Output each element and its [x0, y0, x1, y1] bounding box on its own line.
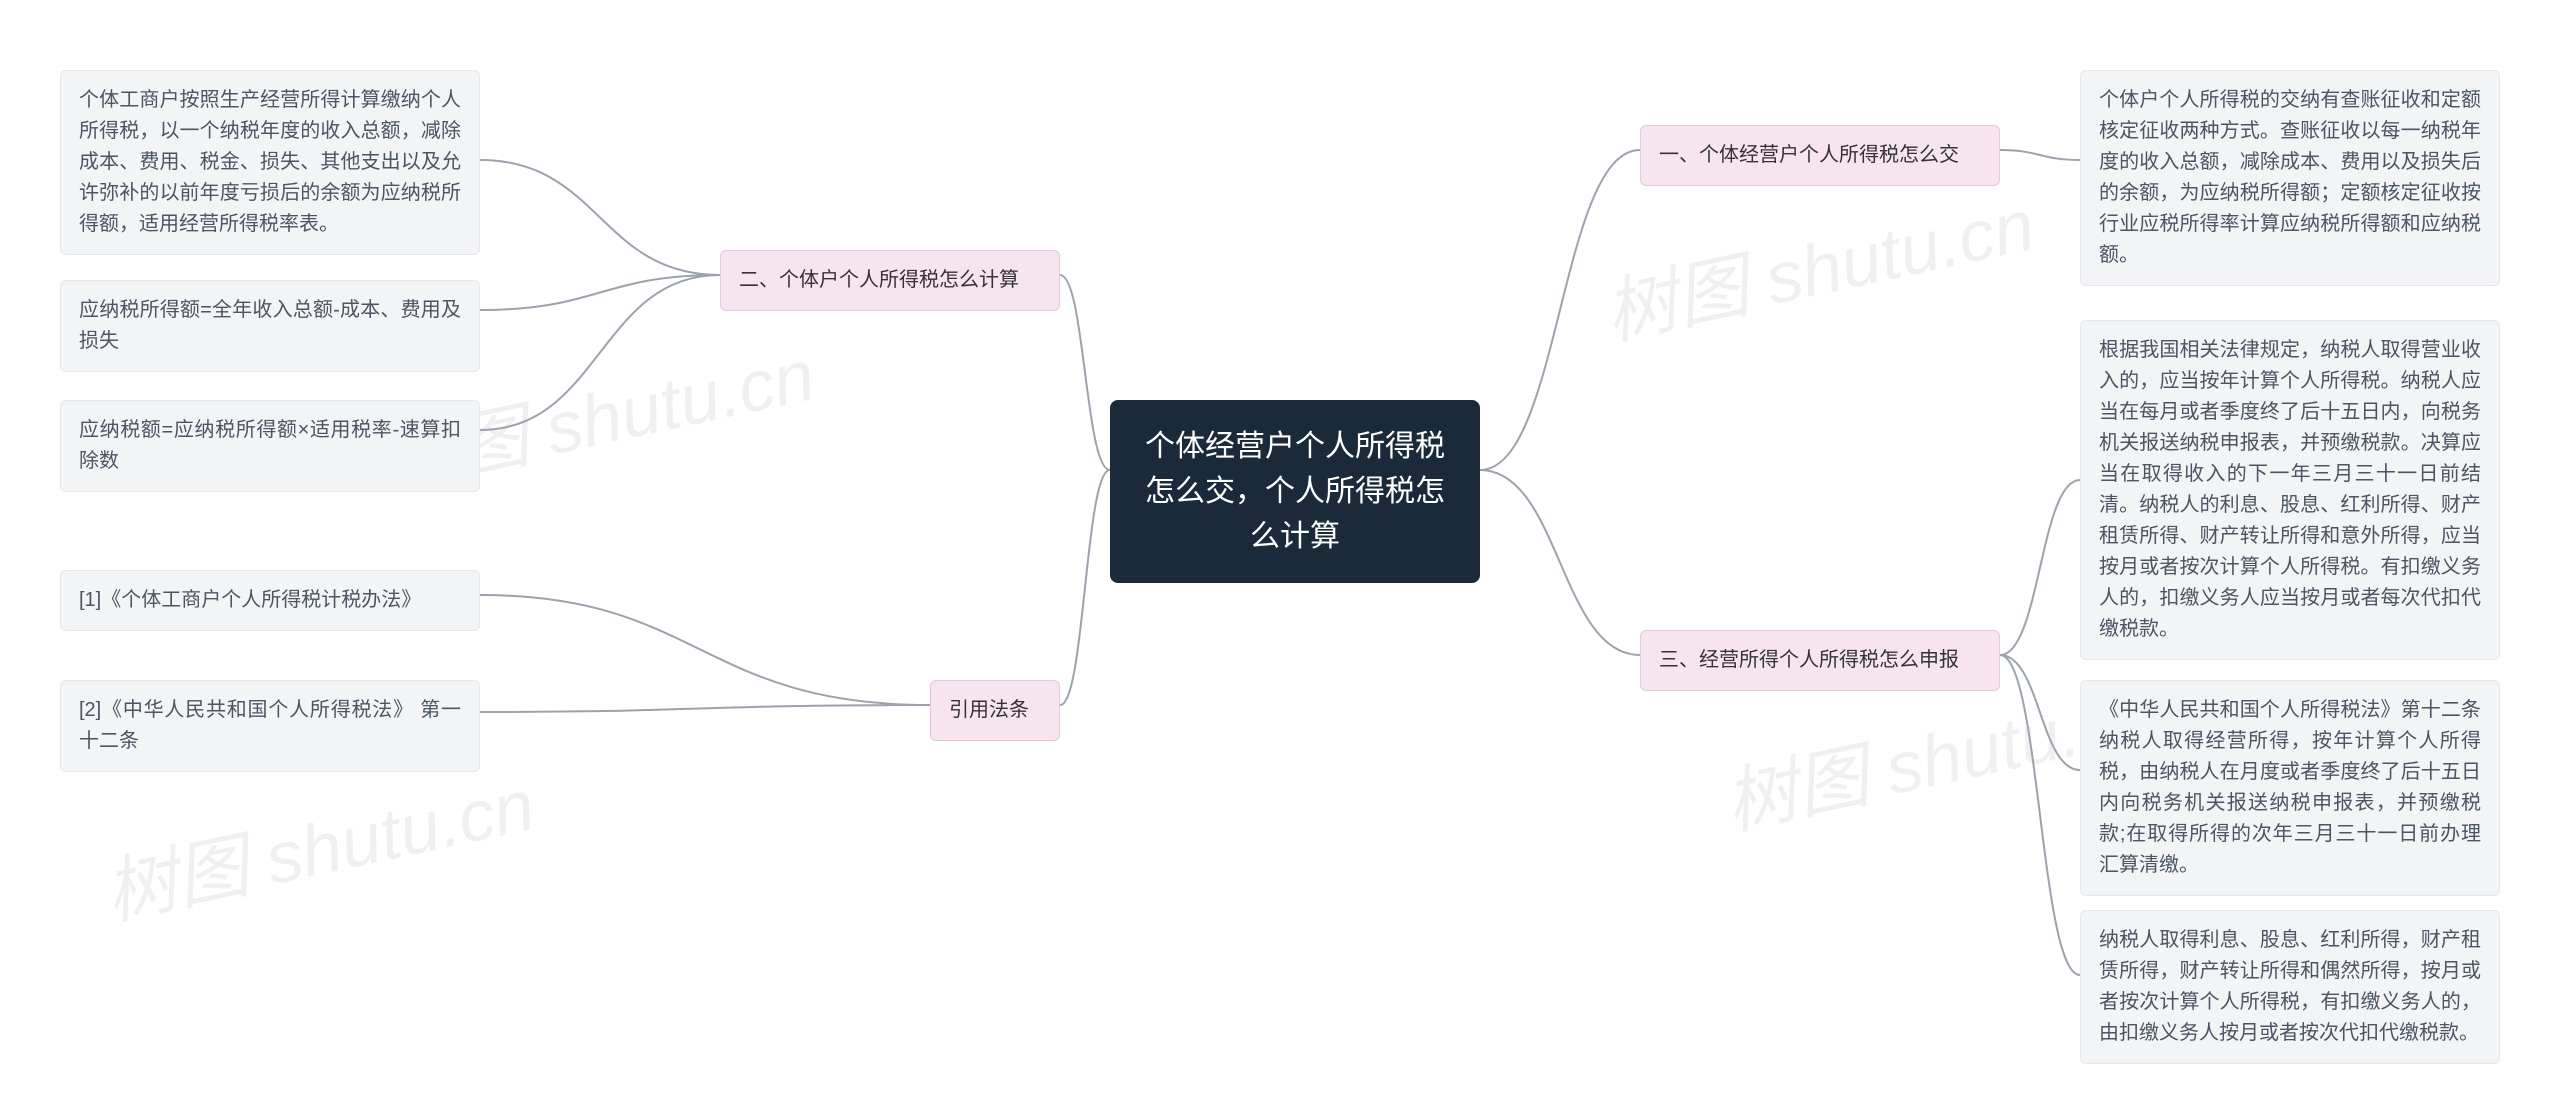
leaf-law-2: [2]《中华人民共和国个人所得税法》 第一十二条: [60, 680, 480, 772]
leaf-calc-3: 应纳税额=应纳税所得额×适用税率-速算扣除数: [60, 400, 480, 492]
leaf-declare-1: 根据我国相关法律规定，纳税人取得营业收入的，应当按年计算个人所得税。纳税人应当在…: [2080, 320, 2500, 660]
branch-how-to-calc: 二、个体户个人所得税怎么计算: [720, 250, 1060, 311]
leaf-pay-desc: 个体户个人所得税的交纳有查账征收和定额核定征收两种方式。查账征收以每一纳税年度的…: [2080, 70, 2500, 286]
leaf-calc-1: 个体工商户按照生产经营所得计算缴纳个人所得税，以一个纳税年度的收入总额，减除成本…: [60, 70, 480, 255]
branch-how-to-declare: 三、经营所得个人所得税怎么申报: [1640, 630, 2000, 691]
leaf-declare-2: 《中华人民共和国个人所得税法》第十二条 纳税人取得经营所得，按年计算个人所得税，…: [2080, 680, 2500, 896]
leaf-law-1: [1]《个体工商户个人所得税计税办法》: [60, 570, 480, 631]
watermark: 树图 shutu.cn: [94, 746, 542, 939]
branch-law-refs: 引用法条: [930, 680, 1060, 741]
root-node: 个体经营户个人所得税怎么交，个人所得税怎么计算: [1110, 400, 1480, 583]
branch-how-to-pay: 一、个体经营户个人所得税怎么交: [1640, 125, 2000, 186]
leaf-declare-3: 纳税人取得利息、股息、红利所得，财产租赁所得，财产转让所得和偶然所得，按月或者按…: [2080, 910, 2500, 1064]
watermark: 树图 shutu.cn: [1594, 166, 2042, 359]
leaf-calc-2: 应纳税所得额=全年收入总额-成本、费用及损失: [60, 280, 480, 372]
